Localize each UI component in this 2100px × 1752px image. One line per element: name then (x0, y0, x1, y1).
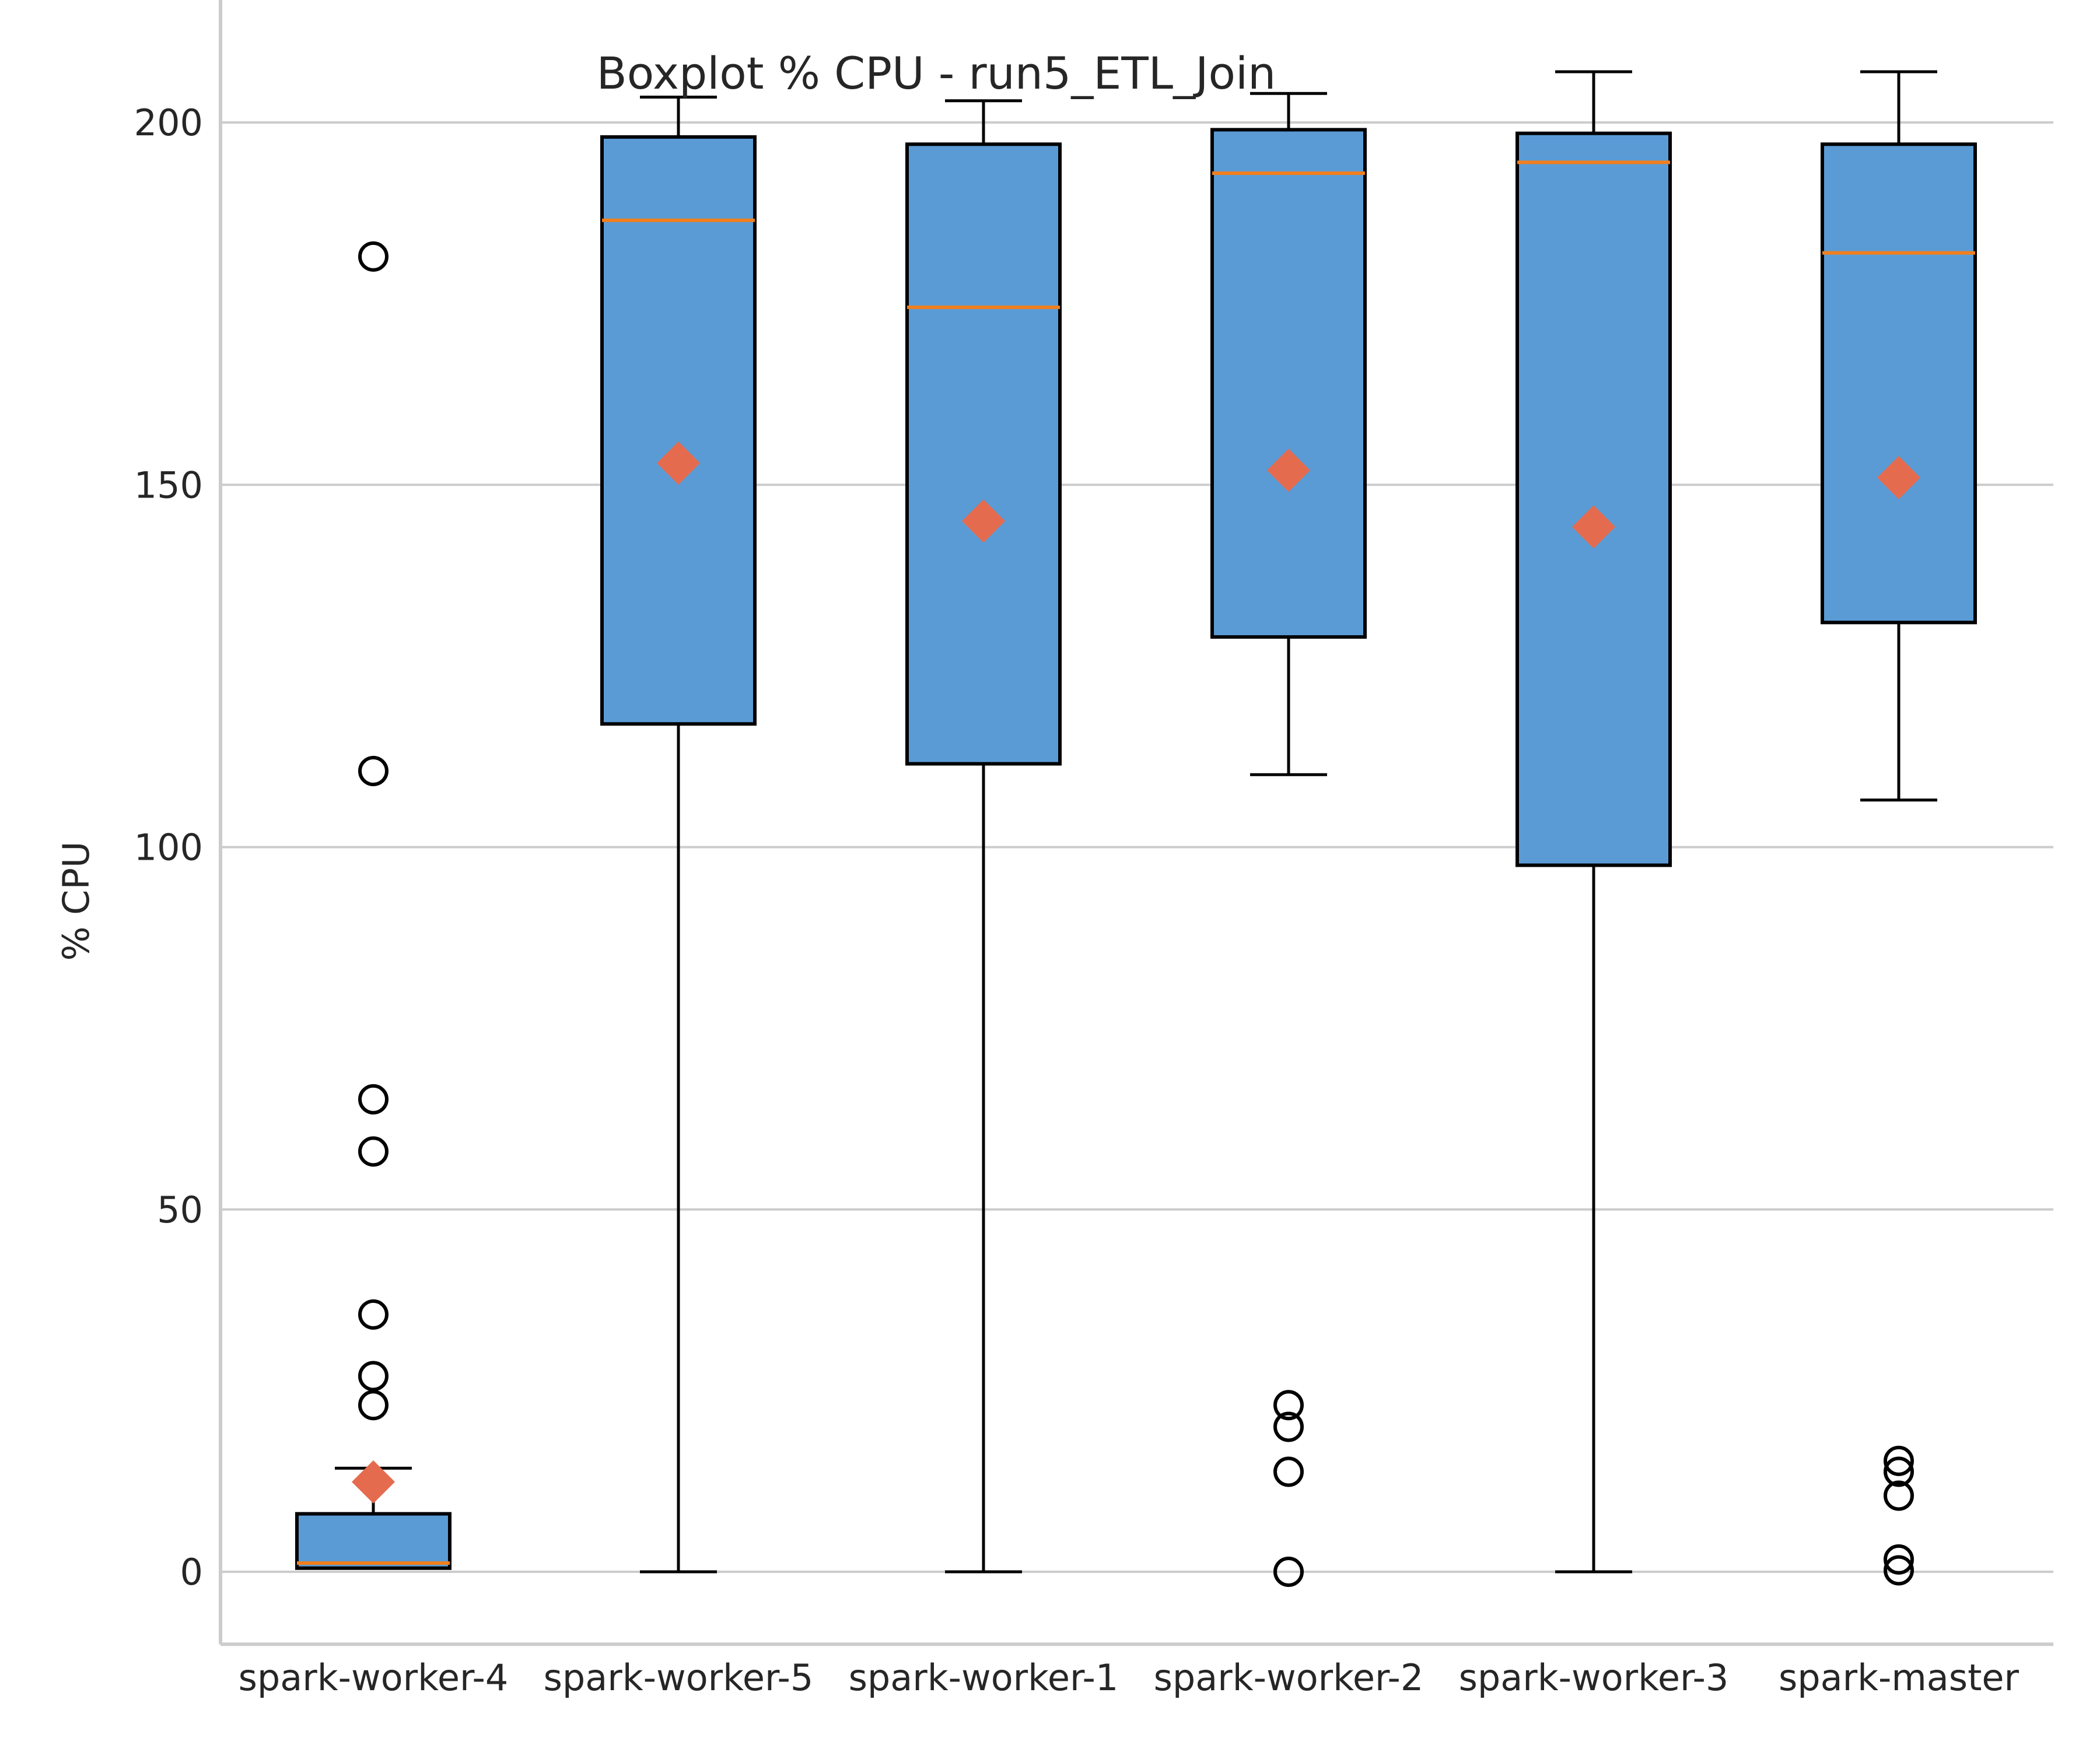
box-4 (1210, 92, 1367, 1587)
iqr-box (905, 142, 1062, 766)
x-tick-label: spark-worker-1 (849, 1656, 1119, 1699)
outlier-point (1273, 1390, 1304, 1421)
box-3 (905, 99, 1062, 1574)
x-tick-label: spark-worker-2 (1154, 1656, 1424, 1699)
y-tick-label: 50 (157, 1189, 203, 1231)
y-tick-label: 0 (180, 1551, 203, 1593)
x-tick-label: spark-worker-5 (544, 1656, 814, 1699)
outlier-point (1273, 1557, 1304, 1587)
mean-marker (962, 499, 1005, 543)
text-group: Boxplot % CPU - run5_ETL_Join % CPU 0 50 1… (55, 47, 2020, 1699)
chart-title: Boxplot % CPU - run5_ETL_Join (597, 47, 1276, 99)
outlier-point (358, 1299, 388, 1330)
outlier-point (358, 241, 388, 272)
x-tick-label: spark-worker-4 (239, 1656, 509, 1699)
outlier-point (1884, 1456, 1914, 1487)
x-tick-label: spark-master (1779, 1656, 2020, 1699)
iqr-box (1516, 131, 1672, 867)
outlier-point (358, 1390, 388, 1421)
mean-marker (1877, 455, 1920, 499)
y-axis-label: % CPU (55, 842, 97, 961)
outlier-point (358, 1084, 388, 1115)
mean-marker (1572, 505, 1615, 549)
box-6 (1821, 70, 1977, 1586)
y-tick-label: 150 (134, 464, 203, 506)
box-1 (295, 241, 452, 1570)
grid-lines (220, 121, 2053, 1573)
box-group (295, 70, 1977, 1587)
outlier-point (1273, 1411, 1304, 1442)
outlier-point (1884, 1445, 1914, 1476)
outlier-point (358, 756, 388, 787)
mean-marker (657, 441, 700, 485)
y-tick-label: 100 (134, 826, 203, 869)
outlier-point (358, 1361, 388, 1392)
x-tick-label: spark-worker-3 (1459, 1656, 1729, 1699)
box-2 (600, 96, 757, 1574)
outlier-point (1273, 1456, 1304, 1487)
y-tick-label: 200 (134, 101, 203, 144)
iqr-box (1210, 128, 1367, 639)
mean-marker (352, 1460, 395, 1504)
outlier-point (358, 1136, 388, 1167)
iqr-box (1821, 142, 1977, 625)
mean-marker (1267, 448, 1310, 492)
outlier-point (1884, 1555, 1914, 1586)
iqr-box (295, 1512, 452, 1570)
outlier-point (1884, 1480, 1914, 1511)
axes (219, 0, 2053, 1646)
iqr-box (600, 135, 757, 726)
box-5 (1516, 70, 1672, 1574)
outlier-point (1884, 1544, 1914, 1575)
